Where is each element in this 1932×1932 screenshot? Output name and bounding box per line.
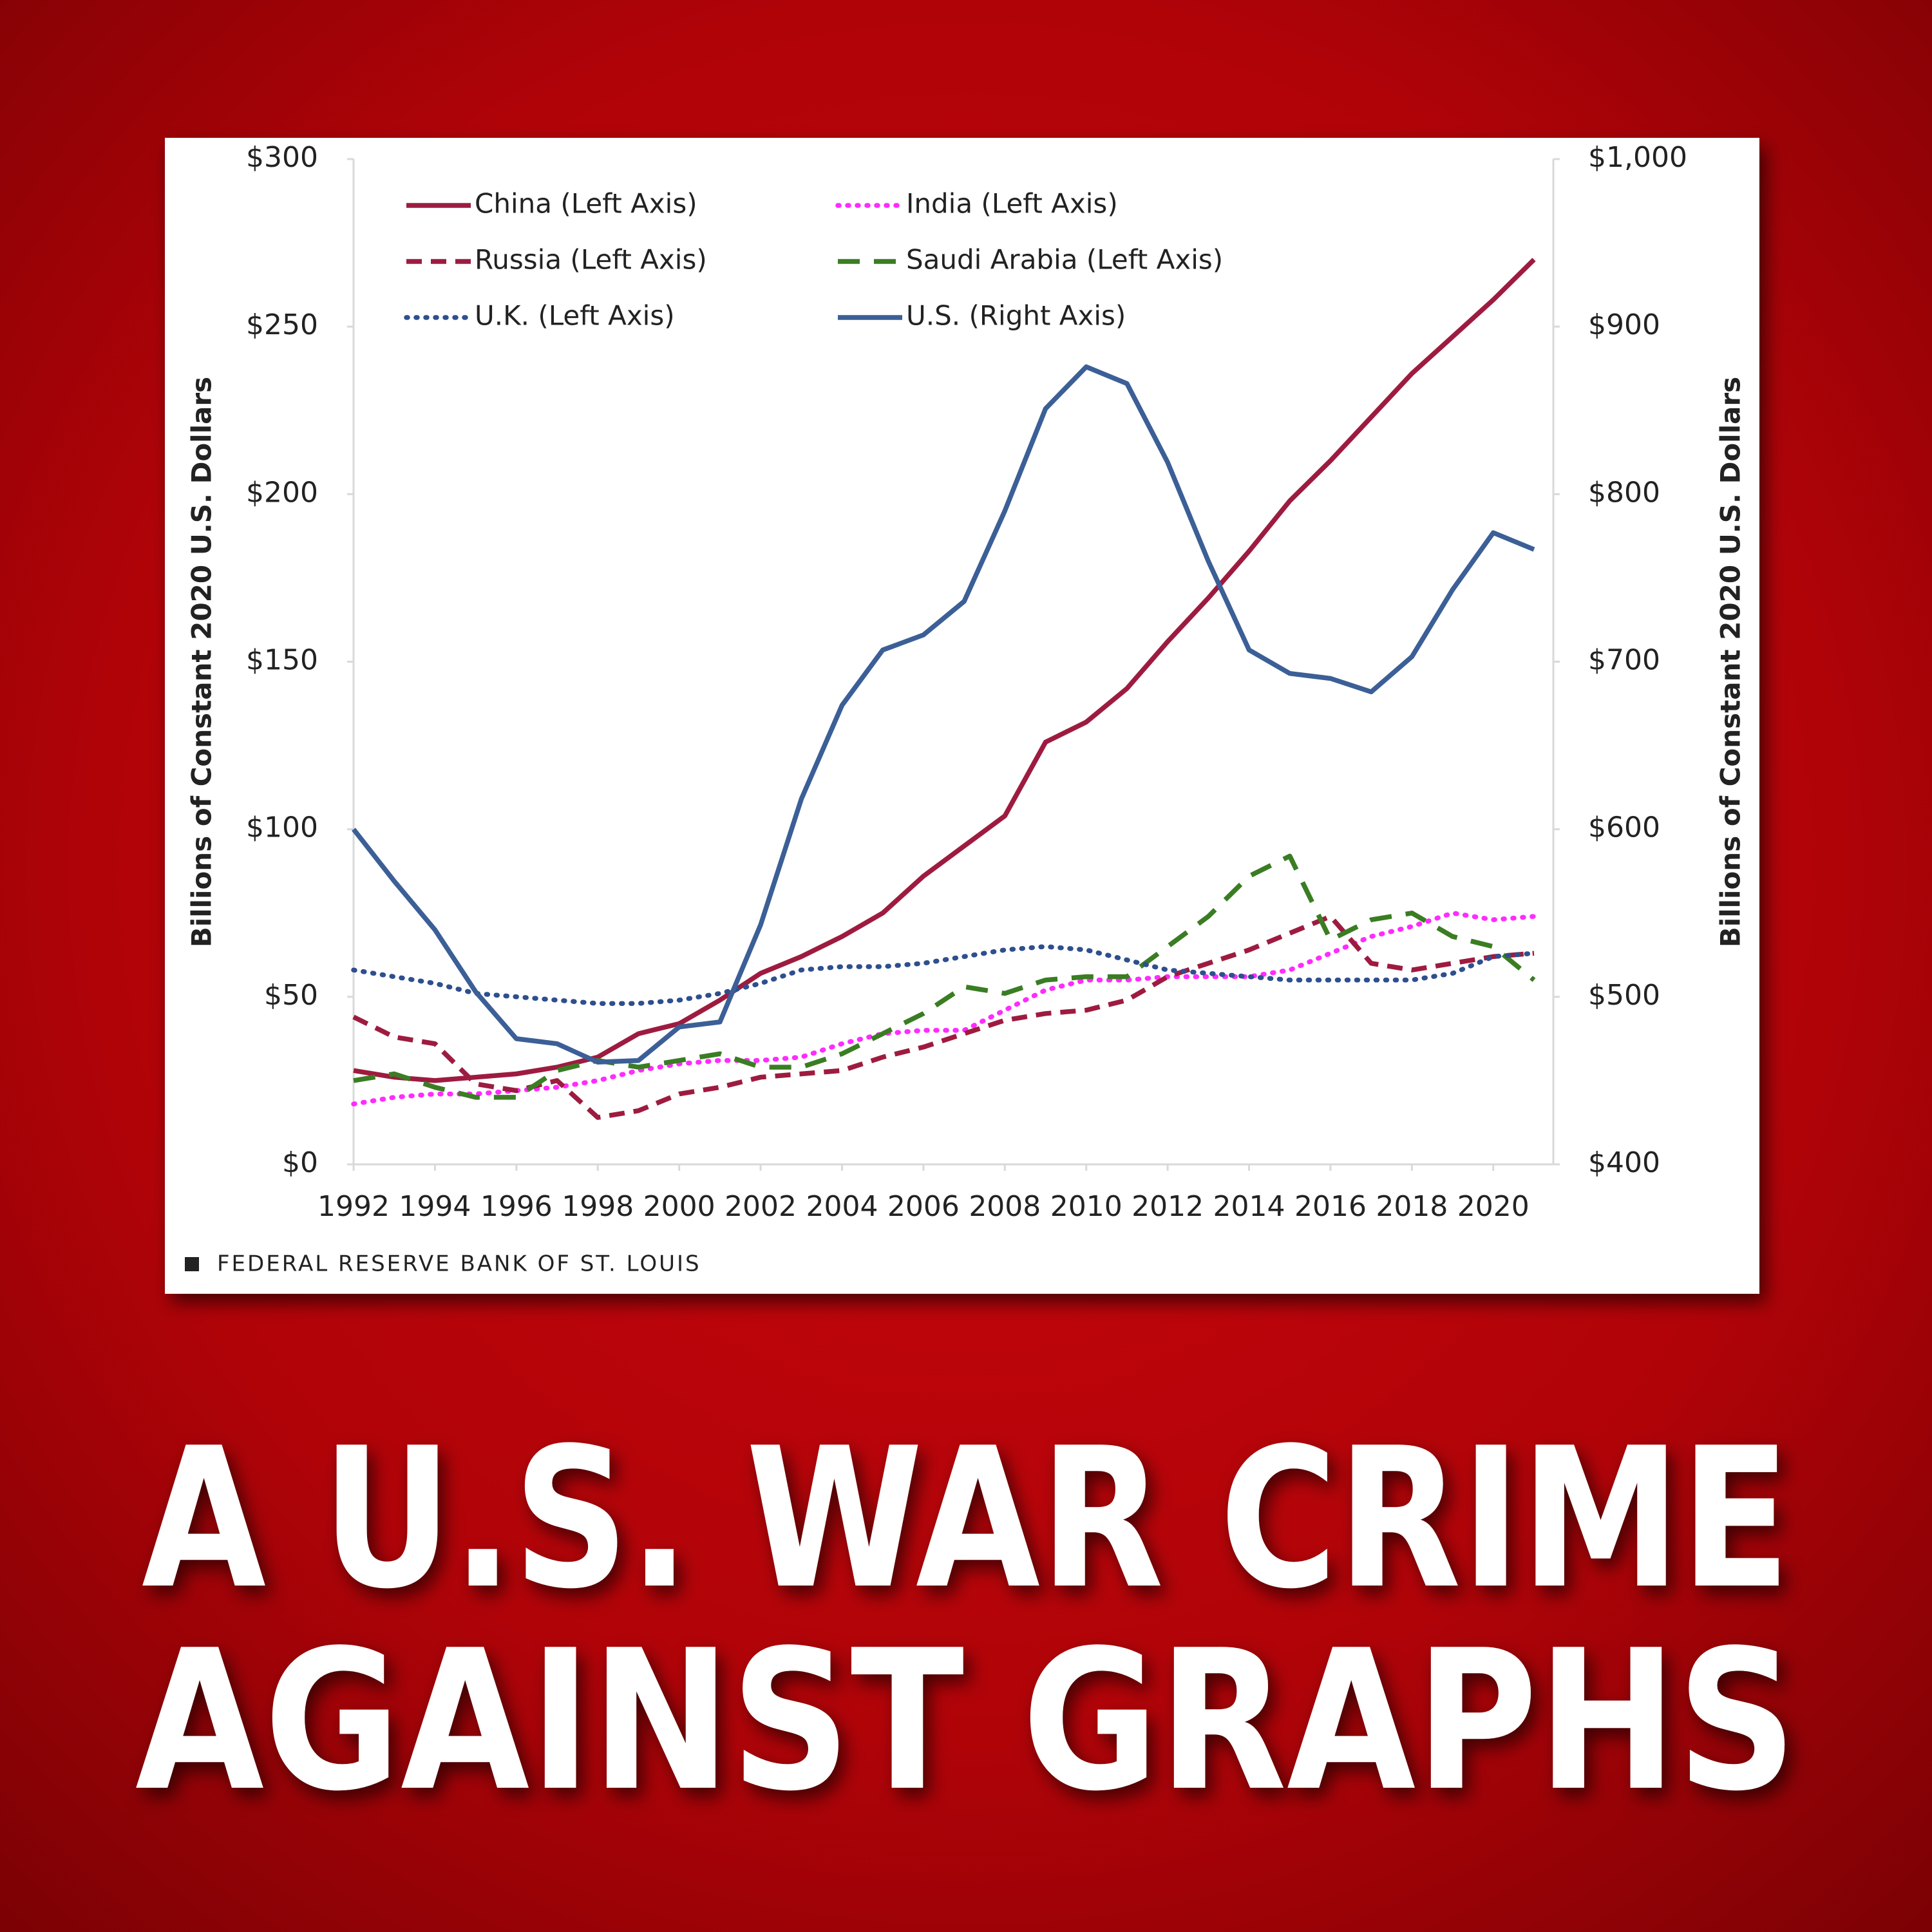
y-tick-label: $250 (246, 308, 318, 341)
y2-tick-label: $700 (1588, 644, 1660, 677)
y-tick-label: $200 (246, 476, 318, 509)
series-line (352, 914, 1535, 1120)
y2-tick-label: $1,000 (1588, 141, 1687, 174)
x-tick-label: 2014 (1213, 1190, 1285, 1223)
series-line (351, 944, 1537, 1006)
y2-tick-label: $900 (1588, 308, 1660, 341)
x-tick-label: 2004 (806, 1190, 878, 1223)
legend-label: U.S. (Right Axis) (906, 300, 1126, 332)
x-tick-label: 2006 (887, 1190, 960, 1223)
plot: $0 $50 $100 $150 $200 $250 $300 $400 $500 $600 $70… (246, 141, 1687, 1223)
y-tick-label: $0 (282, 1146, 318, 1179)
series-line (352, 364, 1535, 1065)
x-tick-label: 2000 (643, 1190, 715, 1223)
source-icon (185, 1257, 199, 1271)
y-tick-label: $150 (246, 644, 318, 677)
x-tick-label: 2002 (724, 1190, 797, 1223)
series-line (351, 911, 1537, 1107)
x-tick-label: 1994 (399, 1190, 471, 1223)
x-tick-label: 1992 (317, 1190, 390, 1223)
x-tick-label: 2018 (1376, 1190, 1448, 1223)
headline: AGAINST GRAPHS (135, 1609, 1797, 1833)
x-tick-label: 2020 (1457, 1190, 1530, 1223)
y-tick-label: $300 (246, 141, 318, 174)
series-line (353, 258, 1536, 1083)
legend-label: Russia (Left Axis) (475, 244, 707, 276)
x-tick-label: 2016 (1294, 1190, 1367, 1223)
chart-panel (165, 138, 1759, 1294)
x-tick-label: 1996 (480, 1190, 553, 1223)
y2-axis-title: Billions of Constant 2020 U.S. Dollars (1715, 377, 1747, 947)
y-tick-label: $50 (264, 979, 318, 1012)
y-tick-label: $100 (246, 811, 318, 844)
source: FEDERAL RESERVE BANK OF ST. LOUIS (217, 1251, 701, 1277)
legend-label: Saudi Arabia (Left Axis) (906, 244, 1223, 276)
y2-tick-label: $800 (1588, 476, 1660, 509)
y2-tick-label: $500 (1588, 979, 1660, 1012)
x-tick-label: 2008 (969, 1190, 1041, 1223)
x-tick-label: 2010 (1050, 1190, 1122, 1223)
y-axis-title: Billions of Constant 2020 U.S. Dollars (186, 377, 218, 947)
x-tick-label: 2012 (1132, 1190, 1204, 1223)
x-tick-label: 1998 (562, 1190, 634, 1223)
legend-label: China (Left Axis) (475, 188, 697, 220)
legend-label: India (Left Axis) (906, 188, 1118, 220)
y2-tick-label: $600 (1588, 811, 1660, 844)
legend-label: U.K. (Left Axis) (475, 300, 675, 332)
y2-tick-label: $400 (1588, 1146, 1660, 1179)
series-line (353, 853, 1536, 1100)
headline: A U.S. WAR CRIME (142, 1406, 1790, 1631)
